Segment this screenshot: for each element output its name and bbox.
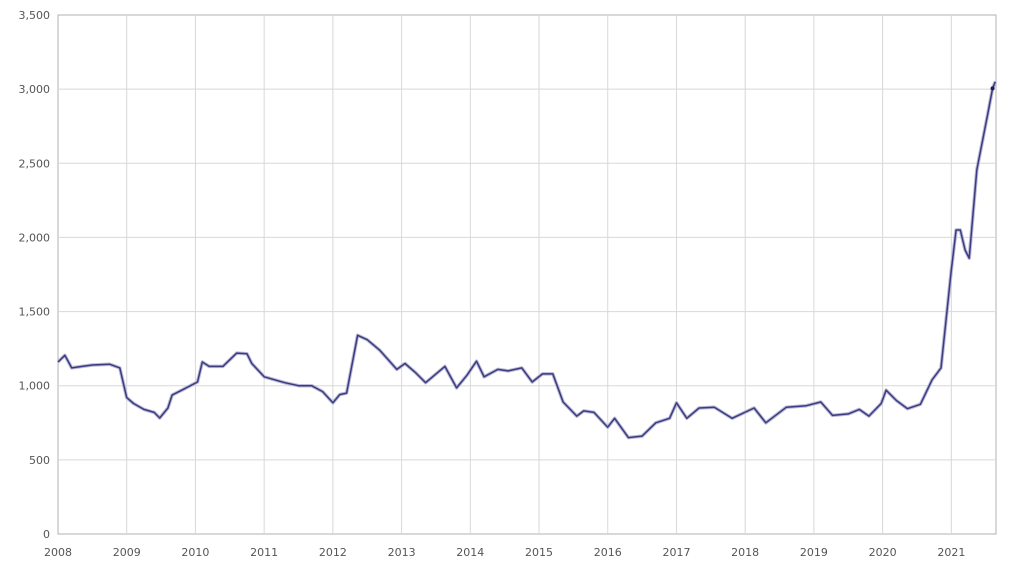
y-tick-label: 3,500 [19,9,51,22]
x-tick-label: 2010 [181,546,209,559]
y-tick-label: 0 [43,528,50,541]
x-tick-label: 2009 [113,546,141,559]
gridlines [58,15,996,534]
x-tick-label: 2013 [388,546,416,559]
x-tick-label: 2012 [319,546,347,559]
last-point-marker [990,86,995,91]
y-tick-label: 3,000 [19,83,51,96]
x-tick-label: 2020 [869,546,897,559]
x-tick-label: 2021 [937,546,965,559]
x-tick-label: 2011 [250,546,278,559]
x-tick-label: 2018 [731,546,759,559]
y-tick-label: 1,000 [19,380,51,393]
x-tick-label: 2016 [594,546,622,559]
series-lines [56,81,997,440]
y-tick-label: 500 [29,454,50,467]
plot-area [57,14,997,535]
series-line [57,81,996,439]
y-tick-label: 2,000 [19,231,51,244]
x-axis: 2008 2009 2010 2011 2012 2013 2014 2015 2016 2017… [44,546,965,559]
x-tick-label: 2008 [44,546,72,559]
x-tick-label: 2017 [662,546,690,559]
y-tick-label: 2,500 [19,157,51,170]
y-axis: 0 500 1,000 1,500 2,000 2,500 3,000 3,500 [19,9,51,541]
x-tick-label: 2015 [525,546,553,559]
x-tick-label: 2014 [456,546,484,559]
y-tick-label: 1,500 [19,306,51,319]
x-tick-label: 2019 [800,546,828,559]
